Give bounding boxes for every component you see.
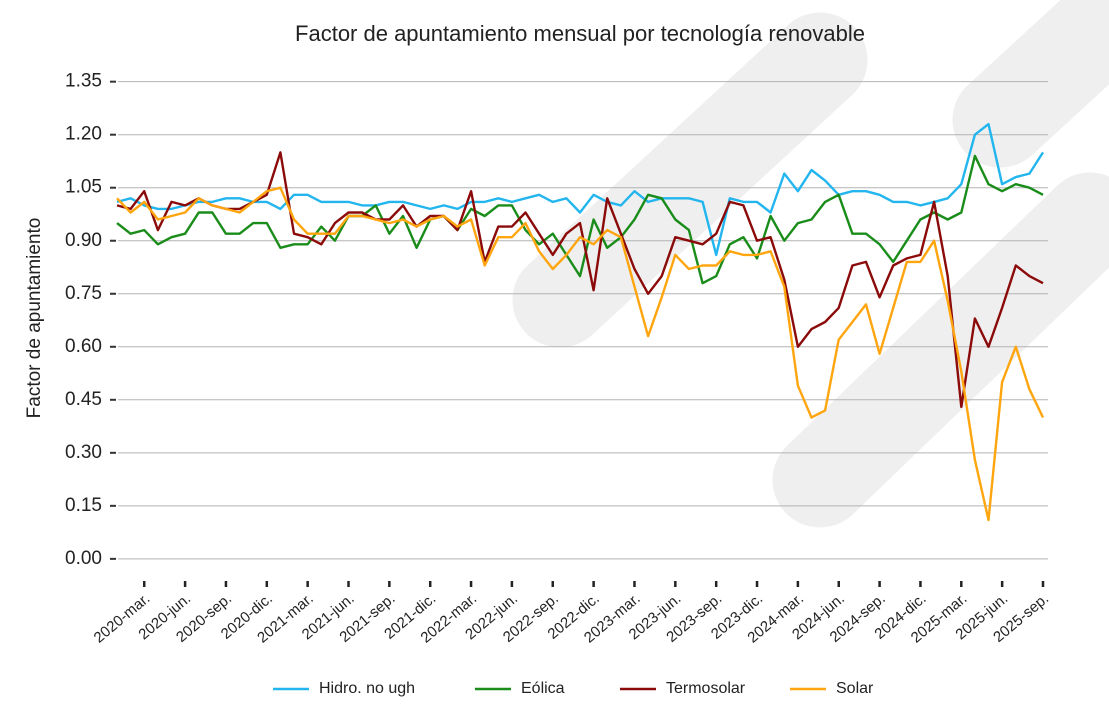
legend-label: Termosolar: [666, 680, 746, 697]
series-line: [116, 154, 1044, 285]
chart-title: Factor de apuntamiento mensual por tecno…: [295, 21, 865, 46]
series-line: [116, 186, 1045, 522]
y-tick-label: 0.30: [65, 442, 102, 463]
y-axis-label: Factor de apuntamiento: [24, 218, 45, 419]
series-line: [116, 151, 1044, 409]
watermark: [512, 0, 1109, 528]
series-line: [116, 122, 1045, 257]
plot: [116, 122, 1045, 522]
y-tick-label: 0.75: [65, 283, 102, 304]
legend-label: Eólica: [521, 680, 565, 697]
y-tick-label: 0.00: [65, 548, 102, 569]
grid: [110, 80, 1048, 587]
legend-label: Hidro. no ugh: [319, 680, 415, 697]
y-tick-label: 1.35: [65, 71, 102, 92]
y-tick-label: 1.20: [65, 124, 102, 145]
y-tick-label: 0.90: [65, 230, 102, 251]
y-tick-label: 0.15: [65, 495, 102, 516]
y-tick-label: 0.45: [65, 389, 102, 410]
y-tick-label: 1.05: [65, 177, 102, 198]
y-tick-label: 0.60: [65, 336, 102, 357]
legend-label: Solar: [836, 680, 874, 697]
